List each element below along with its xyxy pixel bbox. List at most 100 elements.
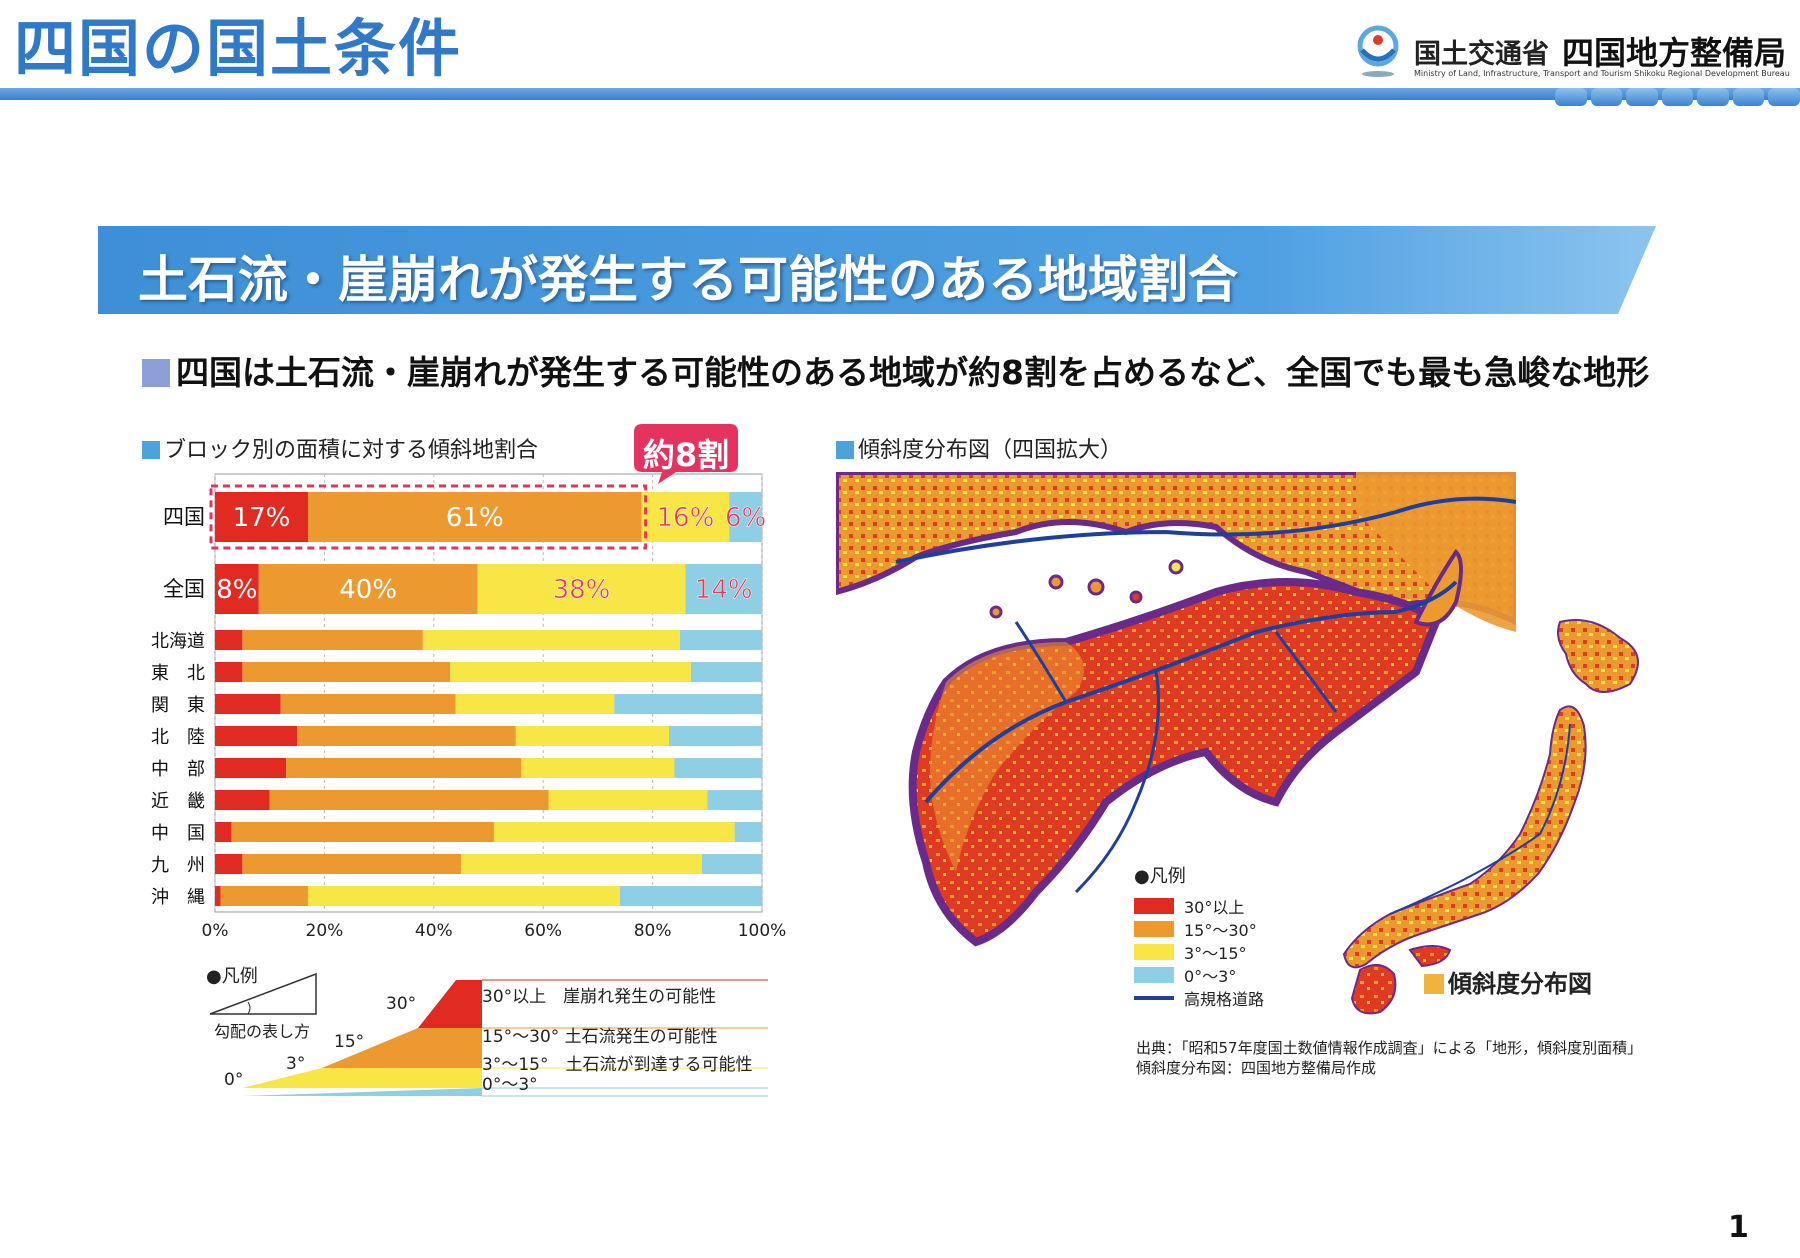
- x-tick-label: 0%: [202, 921, 229, 941]
- slope-legend: ●凡例 勾配の表し方 0° 3° 15° 30° 30°以上 崖崩れ発生の可能性…: [206, 960, 768, 1100]
- x-tick-label: 80%: [634, 921, 672, 941]
- right-panel-title: 傾斜度分布図（四国拡大）: [836, 432, 1122, 464]
- angle-30: 30°: [386, 994, 417, 1014]
- bullet-square-icon: [1424, 974, 1444, 994]
- japan-map-label: 傾斜度分布図: [1424, 964, 1592, 999]
- bar-segment: [269, 790, 549, 810]
- road-line-icon: [1134, 995, 1174, 1000]
- x-tick-label: 60%: [524, 921, 562, 941]
- color-swatch: [1134, 920, 1174, 937]
- bar-segment: [242, 662, 451, 682]
- data-label: 17%: [233, 503, 291, 533]
- lead-statement: 四国は土石流・崖崩れが発生する可能性のある地域が約8割を占めるなど、全国でも最も…: [142, 346, 1649, 394]
- bar-segment: [734, 822, 762, 842]
- color-swatch: [1134, 897, 1174, 914]
- category-label: 東 北: [151, 663, 205, 684]
- bar-segment: [422, 630, 680, 650]
- bullet-square-icon: [142, 441, 160, 459]
- bar-segment: [679, 630, 762, 650]
- bar-segment: [690, 662, 762, 682]
- bar-segment: [242, 630, 423, 650]
- bullet-square-icon: [142, 359, 170, 387]
- bar-segment: [307, 492, 642, 542]
- x-tick-label: 20%: [306, 921, 344, 941]
- color-swatch: [1134, 966, 1174, 983]
- bar-segment: [215, 854, 243, 874]
- page-number: 1: [1728, 1210, 1749, 1245]
- data-label: 8%: [216, 575, 257, 605]
- data-label: 14%: [695, 575, 753, 605]
- map-legend-row: 0°～3°: [1134, 963, 1314, 986]
- ministry-logo: 国土交通省 四国地方整備局 Ministry of Land, Infrastr…: [1352, 24, 1792, 84]
- shikoku-slope-map: [836, 472, 1516, 947]
- bar-segment: [307, 886, 620, 906]
- category-label: 九 州: [151, 855, 205, 876]
- category-label: 中 国: [151, 823, 205, 844]
- bar-segment: [548, 790, 708, 810]
- source-note: 出典：「昭和57年度国土数値情報作成調査」による「地形，傾斜度別面積」 傾斜度分…: [1136, 1038, 1642, 1078]
- bar-segment: [674, 758, 762, 778]
- category-label: 四国: [163, 505, 205, 529]
- bullet-square-icon: [836, 441, 854, 459]
- left-panel-title: ブロック別の面積に対する傾斜地割合: [142, 432, 538, 464]
- bar-segment: [231, 822, 494, 842]
- bar-segment: [215, 790, 270, 810]
- japan-slope-map: [1342, 619, 1639, 1015]
- bar-segment: [215, 694, 281, 714]
- data-label: 6%: [725, 503, 766, 533]
- gradient-how-to-read: 勾配の表し方: [214, 1022, 311, 1041]
- map-legend: ●凡例 30°以上 15°～30° 3°～15° 0°～3° 高規格道路: [1134, 862, 1314, 1009]
- data-label: 40%: [339, 575, 397, 605]
- angle-3: 3°: [286, 1054, 306, 1074]
- color-swatch: [1134, 943, 1174, 960]
- category-label: 沖 縄: [151, 887, 205, 908]
- bar-segment: [669, 726, 762, 746]
- bar-segment: [286, 758, 522, 778]
- callout-text: 約8割: [642, 436, 730, 474]
- bar-segment: [685, 564, 762, 614]
- category-label: 関 東: [151, 695, 205, 716]
- angle-0: 0°: [224, 1070, 244, 1090]
- data-label: 38%: [553, 575, 611, 605]
- bureau-english: Ministry of Land, Infrastructure, Transp…: [1414, 69, 1790, 78]
- bar-segment: [619, 886, 762, 906]
- map-legend-row: 高規格道路: [1134, 986, 1314, 1009]
- source-line-1: 出典：「昭和57年度国土数値情報作成調査」による「地形，傾斜度別面積」: [1136, 1039, 1643, 1057]
- source-line-2: 傾斜度分布図：四国地方整備局作成: [1136, 1059, 1377, 1077]
- bar-segment: [455, 694, 615, 714]
- bar-segment: [641, 492, 730, 542]
- bar-segment: [220, 886, 308, 906]
- bar-segment: [729, 492, 762, 542]
- bar-segment: [215, 662, 243, 682]
- data-label: 61%: [446, 503, 504, 533]
- x-tick-label: 40%: [415, 921, 453, 941]
- bar-segment: [215, 492, 308, 542]
- bureau-name: 四国地方整備局: [1562, 34, 1787, 72]
- header-decoration: [1555, 88, 1800, 106]
- bar-segment: [258, 564, 478, 614]
- header-divider: [0, 88, 1800, 100]
- slope-wedge-diagram: [242, 979, 768, 1097]
- bar-segment: [215, 886, 221, 906]
- gradient-triangle-icon: [209, 972, 317, 1015]
- x-tick-label: 100%: [738, 921, 787, 941]
- ministry-name: 国土交通省: [1414, 39, 1549, 70]
- bar-segment: [521, 758, 675, 778]
- bar-segment: [242, 854, 462, 874]
- bar-segment: [215, 564, 259, 614]
- highlight-box: [209, 484, 648, 550]
- bar-segment: [297, 726, 516, 746]
- angle-15: 15°: [334, 1032, 365, 1052]
- legend-item-15-30: 15°～30° 土石流発生の可能性: [482, 1027, 718, 1047]
- slope-legend-title: ●凡例: [206, 966, 258, 987]
- banner-title: 土石流・崖崩れが発生する可能性のある地域割合: [138, 251, 1238, 309]
- callout-balloon: 約8割: [632, 422, 740, 486]
- map-legend-row: 30°以上: [1134, 894, 1314, 917]
- bar-segment: [515, 726, 670, 746]
- bar-segment: [701, 854, 762, 874]
- page-title: 四国の国土条件: [14, 12, 463, 85]
- bar-segment: [461, 854, 702, 874]
- category-label: 北 陸: [151, 727, 205, 748]
- bar-segment: [215, 822, 232, 842]
